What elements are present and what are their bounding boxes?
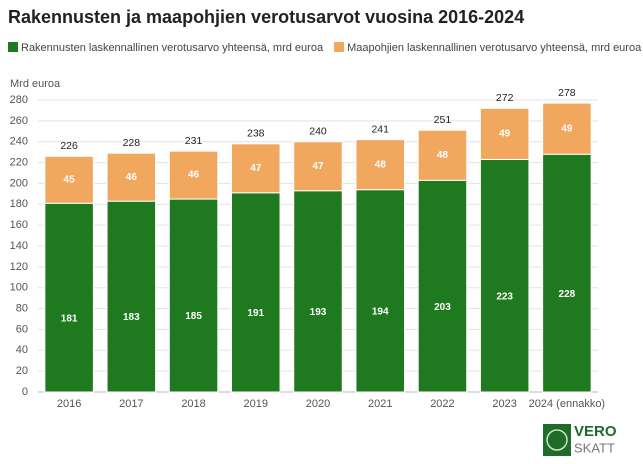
y-tick-label: 280	[10, 94, 28, 106]
value-label: 228	[559, 289, 576, 300]
value-label: 48	[437, 150, 449, 161]
total-label: 231	[185, 135, 203, 147]
bar-segment	[293, 190, 343, 393]
logo-text: SKATT	[574, 440, 615, 455]
y-tick-label: 20	[16, 365, 28, 377]
x-tick-label: 2019	[244, 398, 268, 410]
x-tick-label: 2021	[368, 398, 392, 410]
y-tick-label: 40	[16, 344, 28, 356]
total-label: 226	[60, 140, 78, 152]
logo-text: VERO	[574, 423, 617, 440]
legend-label: Rakennusten laskennallinen verotusarvo y…	[21, 42, 324, 54]
y-axis-label: Mrd euroa	[10, 78, 61, 90]
bar-segment	[231, 192, 281, 393]
x-tick-label: 2024 (ennakko)	[529, 398, 605, 410]
value-label: 46	[188, 170, 200, 181]
x-tick-label: 2022	[430, 398, 454, 410]
value-label: 47	[250, 163, 262, 174]
value-label: 194	[372, 306, 389, 317]
value-label: 185	[185, 311, 202, 322]
bar-segment	[542, 102, 592, 155]
bar-segment	[44, 202, 94, 393]
y-tick-label: 0	[22, 386, 28, 398]
y-tick-label: 120	[10, 261, 28, 273]
total-label: 278	[558, 87, 576, 99]
value-label: 48	[375, 159, 387, 170]
total-label: 251	[434, 114, 452, 126]
bar-segment	[168, 150, 219, 200]
legend-swatch	[334, 42, 345, 52]
value-label: 181	[61, 313, 78, 324]
bar-segment	[479, 107, 530, 160]
bar-segment	[168, 198, 219, 393]
value-label: 47	[312, 161, 324, 172]
value-label: 45	[64, 174, 76, 185]
y-tick-label: 100	[10, 282, 28, 294]
total-label: 238	[247, 128, 265, 140]
chart-title: Rakennusten ja maapohjien verotusarvot v…	[8, 7, 524, 27]
value-label: 191	[247, 308, 264, 319]
total-label: 228	[123, 137, 141, 149]
bar-segment	[542, 153, 592, 393]
legend-label: Maapohjien laskennallinen verotusarvo yh…	[347, 42, 642, 54]
total-label: 272	[496, 92, 514, 104]
y-tick-label: 220	[10, 156, 28, 168]
x-tick-label: 2023	[492, 398, 516, 410]
value-label: 49	[499, 129, 511, 140]
x-tick-label: 2017	[119, 398, 143, 410]
value-label: 203	[434, 302, 451, 313]
value-label: 223	[496, 291, 513, 302]
value-label: 193	[310, 307, 327, 318]
x-tick-label: 2018	[181, 398, 205, 410]
y-tick-label: 140	[10, 240, 28, 252]
bar-segment	[293, 141, 343, 192]
bar-segment	[479, 158, 530, 393]
bar-segment	[106, 152, 157, 202]
y-tick-label: 160	[10, 219, 28, 231]
y-tick-label: 240	[10, 136, 28, 148]
total-label: 241	[371, 123, 389, 135]
y-tick-label: 200	[10, 177, 28, 189]
bar-segment	[106, 200, 157, 393]
y-tick-label: 180	[10, 198, 28, 210]
value-label: 49	[561, 123, 573, 134]
bar-segment	[44, 155, 94, 204]
y-tick-label: 260	[10, 115, 28, 127]
legend-swatch	[8, 42, 18, 52]
bar-segment	[417, 179, 468, 393]
y-tick-label: 60	[16, 323, 28, 335]
bar-segment	[355, 139, 405, 191]
bar-segment	[231, 143, 281, 194]
value-label: 46	[126, 172, 138, 183]
total-label: 240	[309, 125, 327, 137]
bar-segment	[355, 189, 405, 393]
x-tick-label: 2020	[306, 398, 330, 410]
value-label: 183	[123, 312, 140, 323]
bar-segment	[417, 129, 468, 181]
y-tick-label: 80	[16, 302, 28, 314]
logo-emblem	[546, 429, 568, 451]
x-tick-label: 2016	[57, 398, 81, 410]
